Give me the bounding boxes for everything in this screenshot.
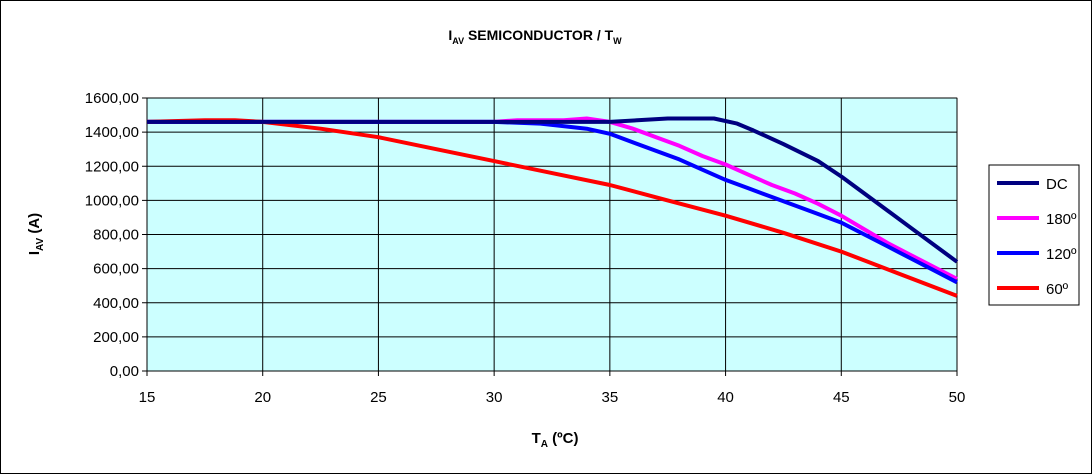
legend-box [988,164,1080,306]
y-tick-label: 1600,00 [85,90,139,107]
y-tick-label: 1000,00 [85,192,139,209]
y-tick-label: 800,00 [93,227,139,244]
legend-label: 60º [1046,281,1069,298]
y-tick-label: 1400,00 [85,124,139,141]
x-tick-label: 45 [833,389,850,406]
series-line-dc [147,116,959,264]
axis-ticks: 0,00 200,00 400,00 600,00 800,00 1000,00 1200,… [85,90,966,406]
x-tick-label: 40 [717,389,734,406]
y-tick-label: 200,00 [93,329,139,346]
chart-title: IAV SEMICONDUCTOR / TW [448,27,622,46]
legend: DC 180º 120º 60º [997,176,1077,298]
y-tick-label: 0,00 [110,363,139,380]
x-tick-label: 50 [949,389,966,406]
legend-label: DC [1046,176,1068,193]
y-axis-label: IAV (A) [26,213,46,255]
legend-label: 120º [1046,246,1077,263]
y-tick-label: 600,00 [93,261,139,278]
y-tick-label: 1200,00 [85,158,139,175]
y-tick-label: 400,00 [93,295,139,312]
series-lines [146,116,959,298]
x-tick-label: 25 [370,389,387,406]
legend-label: 180º [1046,211,1077,228]
grid [146,97,958,372]
x-tick-label: 15 [139,389,156,406]
x-tick-label: 30 [486,389,503,406]
x-axis-label: TA (ºC) [532,430,579,450]
x-tick-label: 35 [602,389,619,406]
x-tick-label: 20 [254,389,271,406]
